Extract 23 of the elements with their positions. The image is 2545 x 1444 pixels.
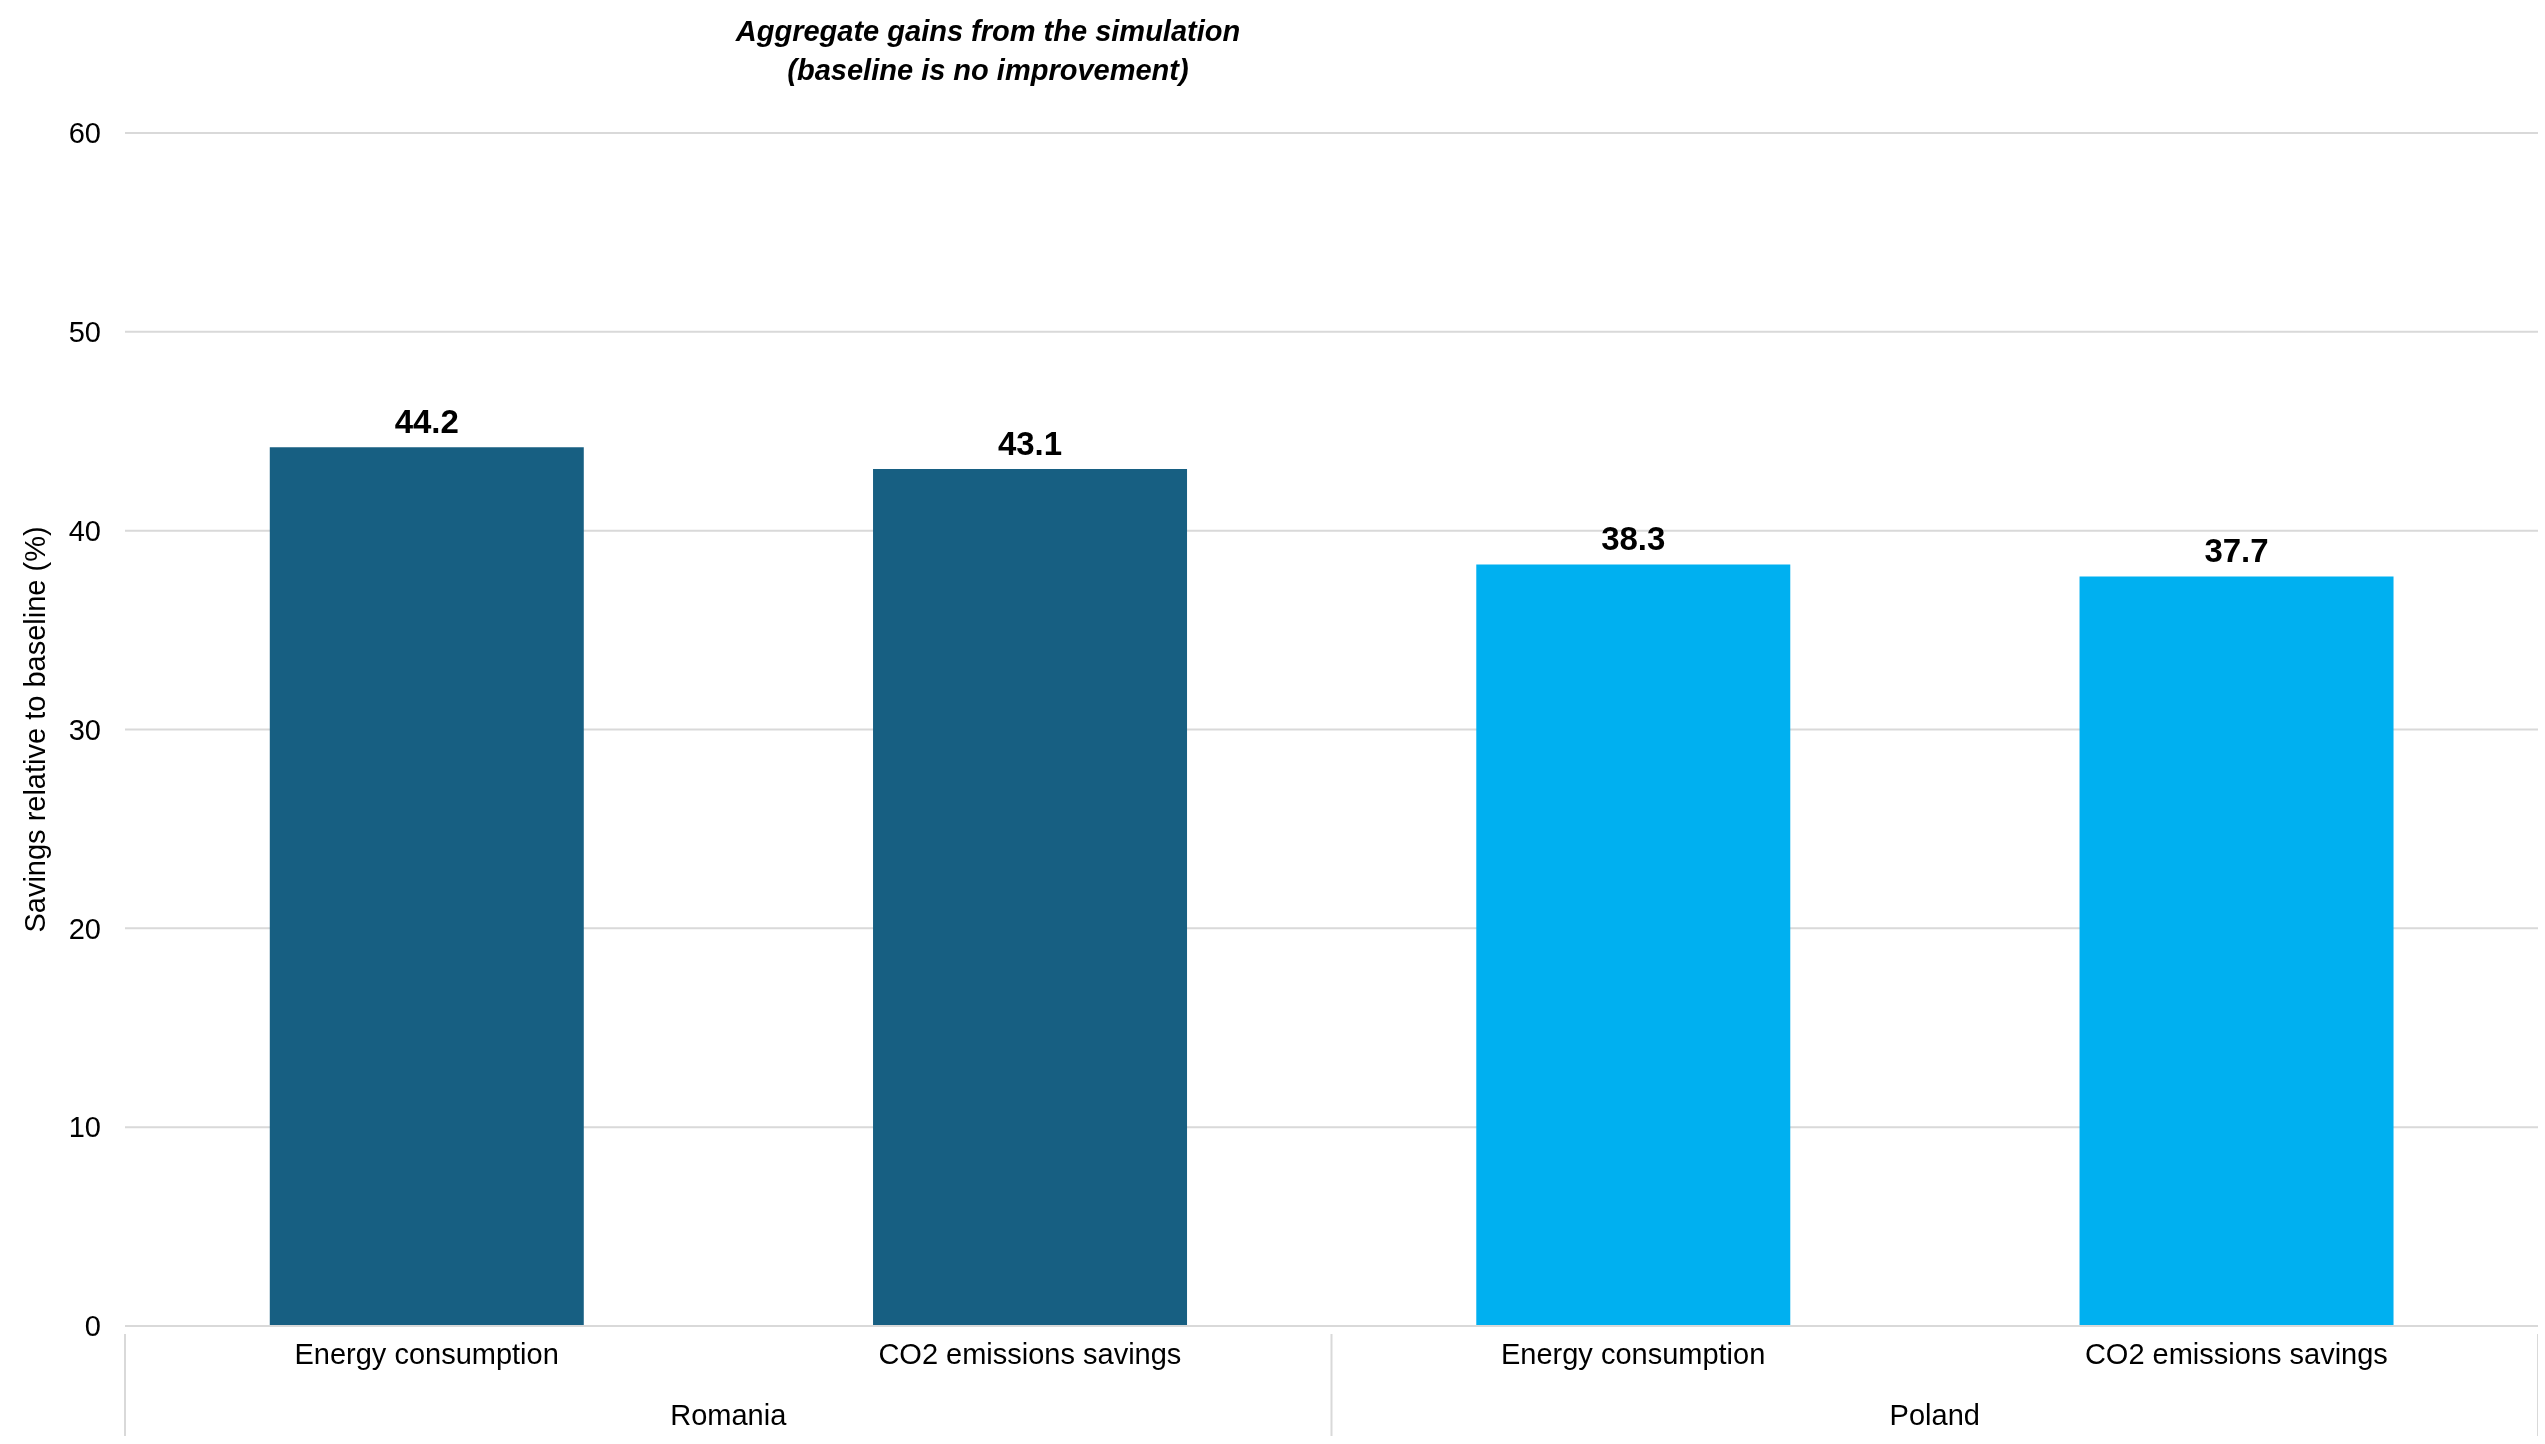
y-tick-label: 50: [68, 316, 101, 349]
x-tick-label: CO2 emissions savings: [2084, 1338, 2388, 1370]
data-label: 44.2: [394, 403, 459, 441]
y-tick-label: 20: [68, 912, 101, 945]
y-tick-label: 40: [68, 514, 101, 547]
y-tick-label: 10: [68, 1111, 101, 1144]
y-axis-title: Savings relative to baseline (%): [19, 526, 52, 933]
y-tick-label: 0: [84, 1310, 101, 1343]
x-tick-label: CO2 emissions savings: [878, 1338, 1182, 1370]
data-label: 43.1: [997, 425, 1063, 463]
bar: [873, 469, 1188, 1326]
data-label: 38.3: [1601, 520, 1666, 558]
chart-title: Aggregate gains from the simulation (baseline is no improvement): [734, 14, 1242, 88]
text: Poland: [1889, 1399, 1980, 1431]
x-tick-label: Energy consumption: [1500, 1338, 1766, 1370]
bar: [269, 447, 584, 1326]
data-label: 37.7: [2204, 532, 2269, 570]
bar: [1476, 564, 1791, 1326]
text: Romania: [670, 1399, 788, 1431]
bar: [2079, 576, 2394, 1326]
x-tick-label: Energy consumption: [294, 1338, 559, 1370]
y-tick-label: 30: [68, 713, 101, 746]
y-tick-label: 60: [68, 117, 101, 150]
